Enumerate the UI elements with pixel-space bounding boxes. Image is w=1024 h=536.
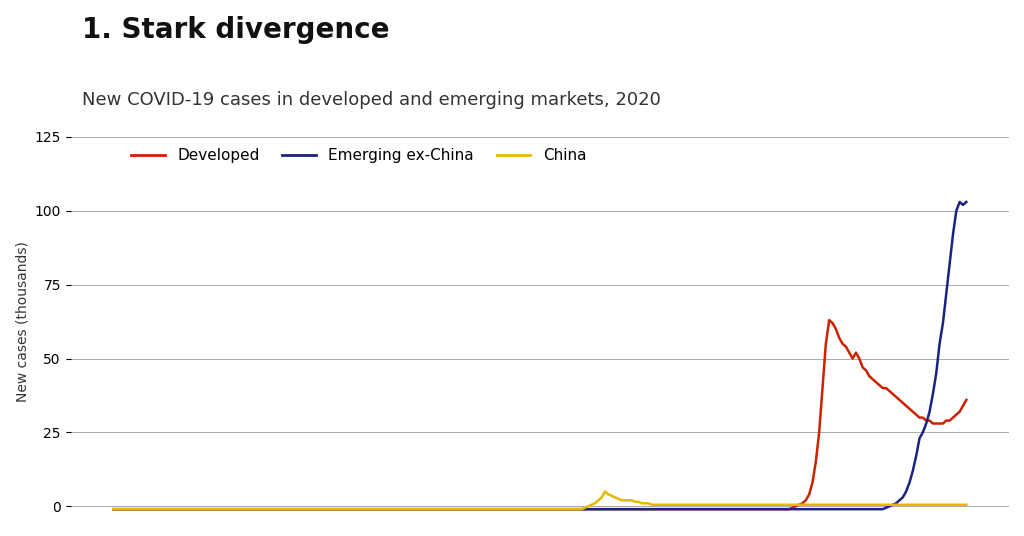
Emerging ex-China (961, 199, 973, 205)
Line: China: China (114, 492, 967, 509)
Line: Developed: Developed (114, 320, 967, 509)
China (422, 506, 434, 512)
Text: New COVID-19 cases in developed and emerging markets, 2020: New COVID-19 cases in developed and emer… (82, 91, 660, 109)
Emerging ex-China (375, 506, 387, 512)
China (108, 506, 120, 512)
Text: 1. Stark divergence: 1. Stark divergence (82, 16, 389, 44)
China (961, 502, 973, 508)
Developed (528, 506, 541, 512)
Emerging ex-China (108, 506, 120, 512)
Developed (823, 317, 836, 323)
Developed (375, 506, 387, 512)
Emerging ex-China (422, 506, 434, 512)
Developed (422, 506, 434, 512)
Emerging ex-China (432, 506, 444, 512)
Legend: Developed, Emerging ex-China, China: Developed, Emerging ex-China, China (125, 142, 592, 169)
Developed (432, 506, 444, 512)
China (528, 506, 541, 512)
Developed (800, 497, 812, 503)
China (375, 506, 387, 512)
Developed (478, 506, 490, 512)
Emerging ex-China (800, 506, 812, 512)
Developed (108, 506, 120, 512)
China (478, 506, 490, 512)
Emerging ex-China (528, 506, 541, 512)
China (803, 502, 815, 508)
Developed (961, 397, 973, 403)
China (432, 506, 444, 512)
Line: Emerging ex-China: Emerging ex-China (114, 202, 967, 509)
Y-axis label: New cases (thousands): New cases (thousands) (15, 241, 29, 402)
Emerging ex-China (953, 199, 966, 205)
Emerging ex-China (478, 506, 490, 512)
China (599, 488, 611, 495)
